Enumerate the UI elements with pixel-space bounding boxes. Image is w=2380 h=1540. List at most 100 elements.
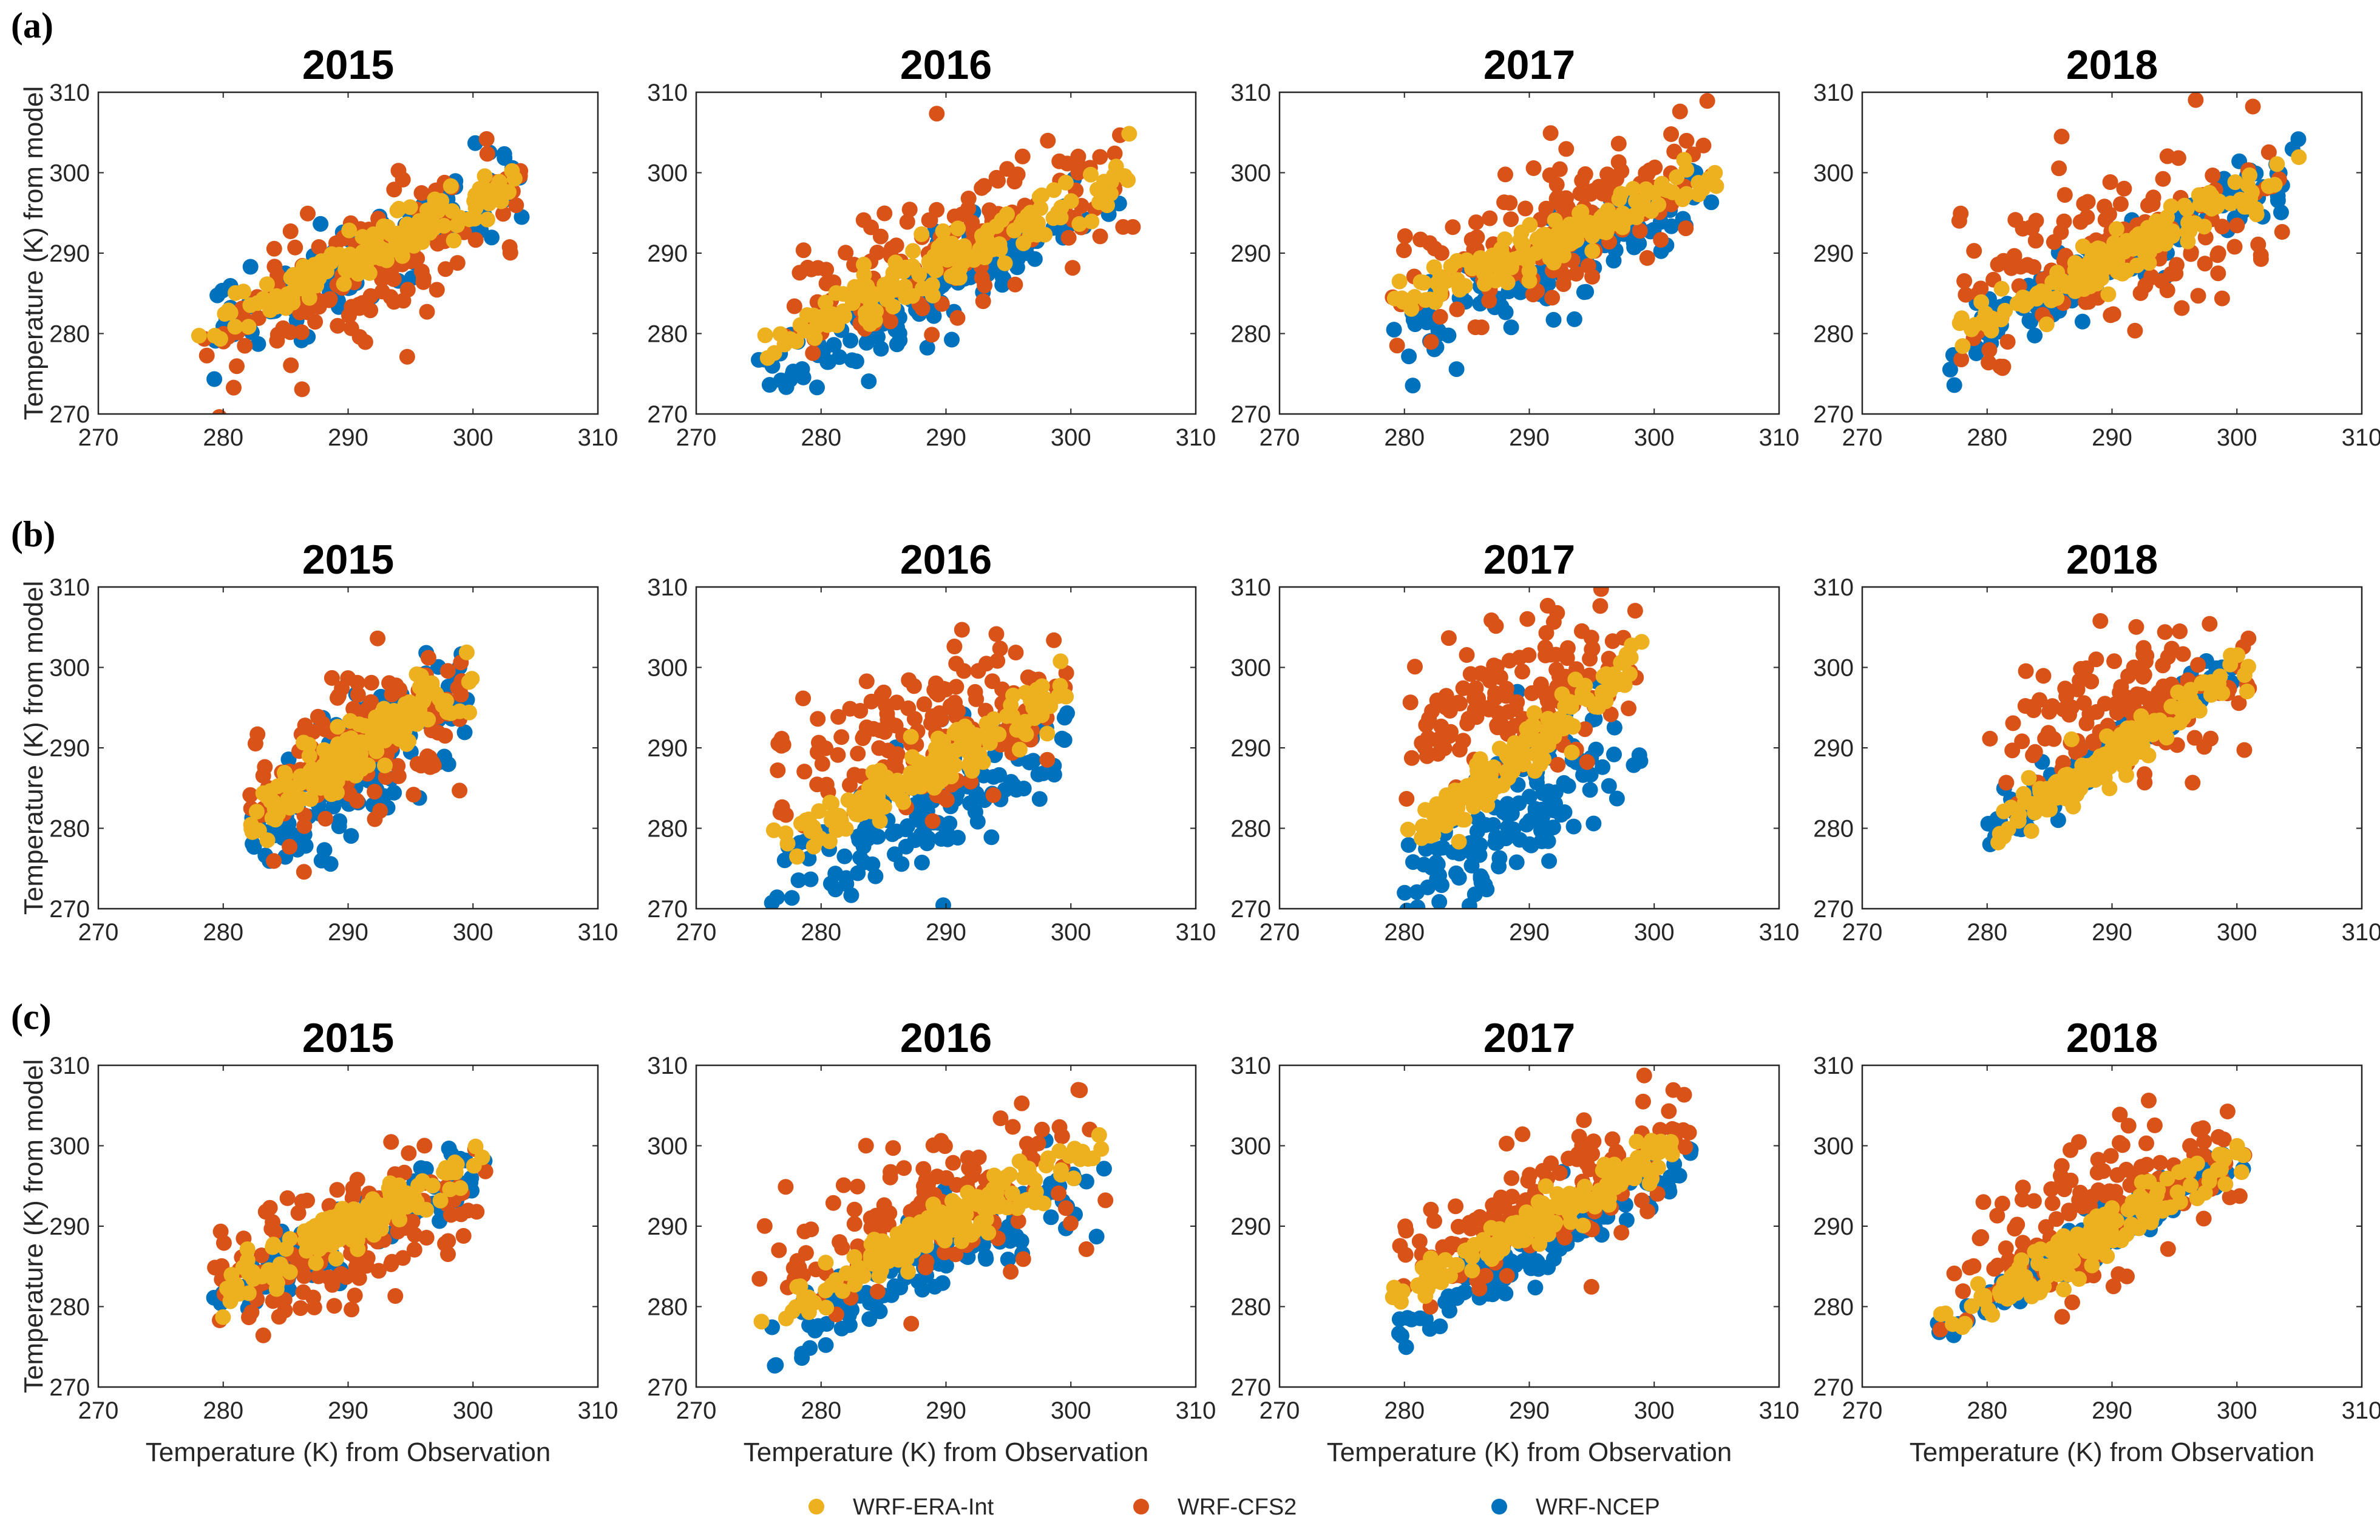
y-tick-label: 300 xyxy=(647,1133,688,1160)
y-tick-label: 300 xyxy=(1813,655,1854,682)
data-point-wrf-cfs2 xyxy=(2007,212,2024,228)
data-point-wrf-ncep xyxy=(206,371,223,387)
data-point-wrf-ncep xyxy=(1056,732,1073,748)
data-point-wrf-era-int xyxy=(1567,671,1584,688)
data-point-wrf-cfs2 xyxy=(2005,715,2021,731)
data-point-wrf-cfs2 xyxy=(786,298,802,314)
data-point-wrf-ncep xyxy=(1400,837,1417,853)
data-point-wrf-cfs2 xyxy=(2155,171,2171,187)
data-point-wrf-era-int xyxy=(282,799,298,816)
data-point-wrf-cfs2 xyxy=(293,324,310,341)
data-point-wrf-cfs2 xyxy=(415,274,432,290)
data-point-wrf-era-int xyxy=(905,243,921,259)
data-point-wrf-cfs2 xyxy=(971,1149,987,1165)
points-group xyxy=(751,1082,1114,1374)
data-point-wrf-cfs2 xyxy=(880,742,897,759)
data-point-wrf-ncep xyxy=(1556,804,1573,820)
data-point-wrf-cfs2 xyxy=(778,1179,794,1195)
data-point-wrf-cfs2 xyxy=(357,334,373,350)
x-tick-label: 300 xyxy=(453,919,493,946)
data-point-wrf-ncep xyxy=(1626,757,1642,773)
data-point-wrf-cfs2 xyxy=(2128,619,2144,635)
data-point-wrf-ncep xyxy=(926,308,942,324)
data-point-wrf-era-int xyxy=(2087,772,2103,788)
data-point-wrf-cfs2 xyxy=(1078,1241,1094,1257)
data-point-wrf-cfs2 xyxy=(976,178,992,194)
data-point-wrf-era-int xyxy=(344,1232,361,1248)
data-point-wrf-ncep xyxy=(242,259,259,275)
data-point-wrf-era-int xyxy=(1057,174,1074,191)
data-point-wrf-cfs2 xyxy=(1695,137,1712,154)
data-point-wrf-ncep xyxy=(1409,899,1426,909)
data-point-wrf-cfs2 xyxy=(2051,160,2067,177)
y-tick-label: 280 xyxy=(647,321,688,348)
data-point-wrf-ncep xyxy=(802,871,819,887)
data-point-wrf-cfs2 xyxy=(399,348,415,365)
data-point-wrf-era-int xyxy=(2102,756,2118,772)
y-tick-label: 270 xyxy=(49,401,90,428)
data-point-wrf-cfs2 xyxy=(2226,239,2243,255)
data-point-wrf-cfs2 xyxy=(883,313,898,330)
data-point-wrf-ncep xyxy=(343,828,359,844)
data-point-wrf-cfs2 xyxy=(2214,290,2230,307)
x-tick-label: 280 xyxy=(801,919,841,946)
data-point-wrf-cfs2 xyxy=(795,242,812,259)
data-point-wrf-era-int xyxy=(937,1232,953,1249)
data-point-wrf-era-int xyxy=(265,1239,281,1255)
data-point-wrf-cfs2 xyxy=(1014,148,1031,165)
data-point-wrf-ncep xyxy=(1582,767,1599,783)
data-point-wrf-era-int xyxy=(1616,677,1633,693)
data-point-wrf-era-int xyxy=(872,776,889,793)
data-point-wrf-era-int xyxy=(971,747,988,763)
data-point-wrf-era-int xyxy=(418,1202,435,1218)
y-tick-label: 270 xyxy=(647,896,688,923)
points-group xyxy=(764,622,1075,909)
data-point-wrf-cfs2 xyxy=(1496,194,1513,211)
data-point-wrf-ncep xyxy=(2022,313,2039,330)
data-point-wrf-cfs2 xyxy=(970,663,986,679)
data-point-wrf-ncep xyxy=(1448,361,1465,378)
data-point-wrf-ncep xyxy=(1031,791,1048,807)
data-point-wrf-ncep xyxy=(1631,236,1647,252)
data-point-wrf-ncep xyxy=(1401,348,1417,365)
data-point-wrf-cfs2 xyxy=(1517,200,1533,217)
data-point-wrf-era-int xyxy=(412,679,428,696)
data-point-wrf-cfs2 xyxy=(756,1218,773,1234)
data-point-wrf-cfs2 xyxy=(2205,168,2221,183)
data-point-wrf-era-int xyxy=(324,786,340,802)
data-point-wrf-cfs2 xyxy=(876,205,893,222)
data-point-wrf-era-int xyxy=(489,178,506,194)
data-point-wrf-cfs2 xyxy=(229,358,245,375)
y-tick-label: 280 xyxy=(49,816,90,843)
data-point-wrf-era-int xyxy=(318,1231,334,1247)
x-tick-label: 270 xyxy=(1260,424,1300,451)
data-point-wrf-ncep xyxy=(1059,705,1075,721)
data-point-wrf-cfs2 xyxy=(341,786,358,802)
data-point-wrf-cfs2 xyxy=(1584,268,1601,285)
data-point-wrf-era-int xyxy=(1004,1186,1020,1202)
panel-title: 2017 xyxy=(1483,42,1575,88)
points-group xyxy=(206,1134,493,1343)
data-point-wrf-era-int xyxy=(850,1259,867,1275)
data-point-wrf-era-int xyxy=(1478,270,1494,286)
data-point-wrf-ncep xyxy=(995,270,1011,286)
y-tick-label: 300 xyxy=(49,655,90,682)
data-point-wrf-cfs2 xyxy=(1054,1128,1070,1144)
data-point-wrf-cfs2 xyxy=(2175,646,2191,662)
data-point-wrf-cfs2 xyxy=(2108,696,2124,712)
data-point-wrf-cfs2 xyxy=(439,663,456,679)
x-tick-label: 280 xyxy=(203,1397,243,1424)
data-point-wrf-era-int xyxy=(2179,224,2195,240)
data-point-wrf-era-int xyxy=(931,770,948,787)
data-point-wrf-era-int xyxy=(1526,705,1542,721)
x-tick-label: 310 xyxy=(578,1397,619,1424)
data-point-wrf-cfs2 xyxy=(858,673,875,690)
data-point-wrf-cfs2 xyxy=(310,708,326,725)
data-point-wrf-era-int xyxy=(1465,776,1481,792)
data-point-wrf-era-int xyxy=(398,736,415,752)
data-point-wrf-era-int xyxy=(432,1192,449,1209)
data-point-wrf-era-int xyxy=(1613,186,1629,202)
